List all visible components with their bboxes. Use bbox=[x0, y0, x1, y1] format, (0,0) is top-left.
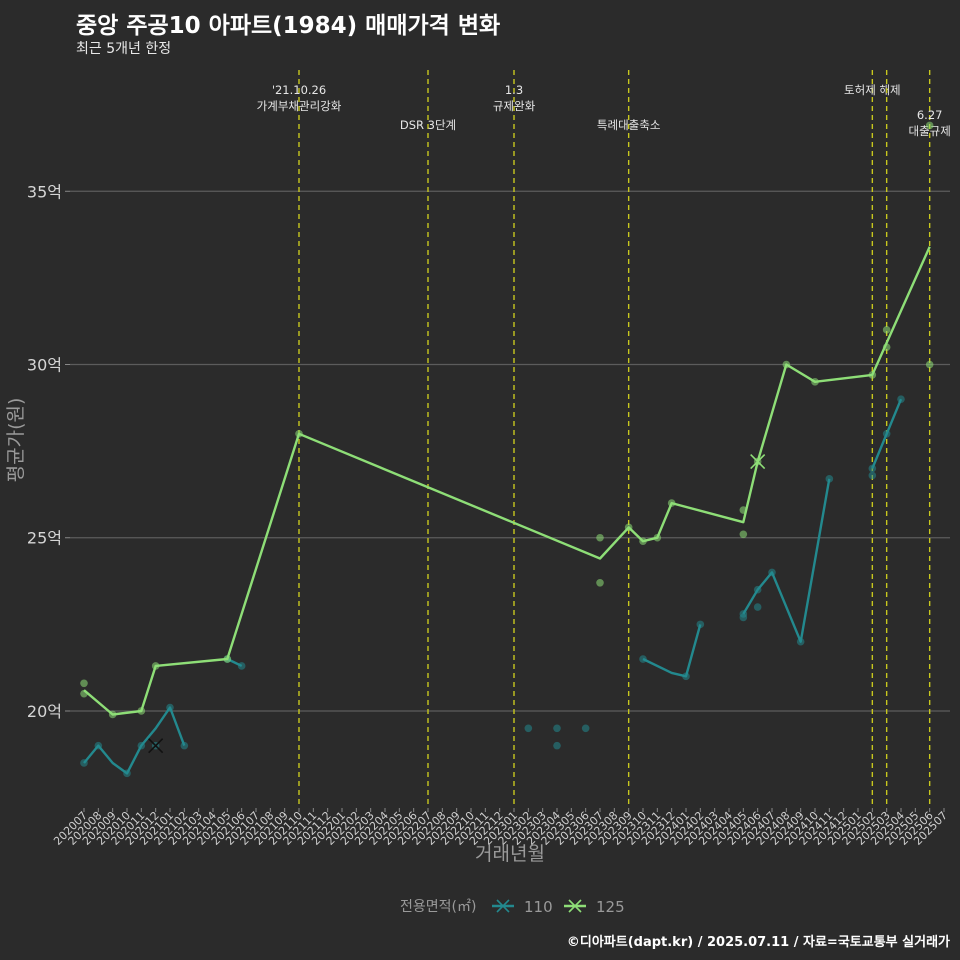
source-caption: ©디아파트(dapt.kr) / 2025.07.11 / 자료=국토교통부 실… bbox=[566, 935, 950, 950]
data-point-110 bbox=[753, 603, 762, 611]
data-point-110 bbox=[553, 724, 561, 733]
event-label: 규제완화 bbox=[493, 99, 536, 113]
x-axis-title: 거래년월 bbox=[475, 843, 545, 865]
data-point-110 bbox=[553, 741, 561, 750]
max-marker-125 bbox=[750, 453, 766, 470]
chart-title: 중앙 주공10 아파트(1984) 매매가격 변화 bbox=[76, 13, 501, 39]
series-line-110 bbox=[642, 624, 702, 678]
event-label: 토허제 해제 bbox=[844, 83, 901, 97]
event-label: 가계부채관리강화 bbox=[257, 99, 342, 113]
legend-label: 125 bbox=[596, 898, 625, 916]
event-label: 특례대출축소 bbox=[597, 118, 660, 132]
y-tick-label: 35억 bbox=[27, 182, 62, 201]
data-point-110 bbox=[581, 724, 590, 733]
legend-title: 전용면적(㎡) bbox=[400, 899, 476, 915]
y-tick-label: 25억 bbox=[27, 529, 62, 548]
data-point-110 bbox=[524, 724, 533, 733]
series-line-125 bbox=[83, 246, 931, 716]
legend-swatch-cross bbox=[496, 899, 510, 913]
chart-subtitle: 최근 5개년 한정 bbox=[76, 41, 172, 57]
data-point-125 bbox=[596, 533, 604, 542]
legend-swatch-cross bbox=[568, 899, 582, 913]
y-tick-label: 30억 bbox=[27, 356, 62, 375]
event-label: 대출규제 bbox=[909, 124, 951, 138]
series-line-110 bbox=[83, 706, 186, 775]
event-label: 6.27 bbox=[917, 108, 943, 122]
data-point-110 bbox=[868, 471, 877, 480]
event-label: DSR 3단계 bbox=[400, 118, 456, 132]
data-point-125 bbox=[80, 679, 88, 688]
series-line-110 bbox=[871, 398, 903, 469]
data-point-110 bbox=[696, 620, 705, 629]
legend-label: 110 bbox=[524, 898, 553, 916]
y-tick-label: 20억 bbox=[27, 702, 62, 721]
y-axis-title: 평균가(원) bbox=[5, 398, 27, 483]
data-point-125 bbox=[925, 121, 934, 130]
data-point-125 bbox=[925, 360, 934, 369]
event-label: '21.10.26 bbox=[272, 83, 326, 97]
max-marker-110 bbox=[148, 738, 164, 754]
data-point-125 bbox=[596, 578, 604, 587]
event-label: 1.3 bbox=[505, 83, 523, 97]
series-line-110 bbox=[742, 478, 831, 643]
data-point-125 bbox=[739, 530, 748, 539]
data-point-125 bbox=[882, 326, 891, 334]
